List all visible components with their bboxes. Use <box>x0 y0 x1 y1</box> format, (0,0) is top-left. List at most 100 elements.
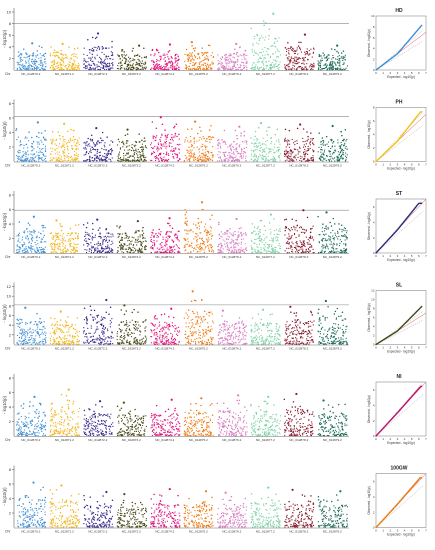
snp-point <box>31 160 33 162</box>
snp-point <box>288 233 290 235</box>
snp-point <box>61 145 63 148</box>
snp-point <box>260 249 262 251</box>
snp-point <box>198 148 200 150</box>
snp-point <box>172 68 174 70</box>
snp-point <box>345 140 347 142</box>
snp-point <box>339 244 341 247</box>
snp-point <box>156 63 158 65</box>
snp-point <box>331 63 333 65</box>
snp-point <box>142 251 144 253</box>
snp-point <box>52 138 54 140</box>
snp-point <box>172 65 174 67</box>
snp-point <box>203 59 206 61</box>
snp-point <box>59 243 61 245</box>
snp-point <box>44 58 46 61</box>
snp-point <box>130 68 132 70</box>
snp-point <box>223 159 225 161</box>
snp-point <box>202 237 204 239</box>
snp-point <box>86 151 88 154</box>
snp-point <box>210 233 212 235</box>
snp-point <box>203 137 205 139</box>
snp-point <box>289 47 291 50</box>
snp-point <box>340 154 343 157</box>
snp-point <box>242 238 244 240</box>
snp-point <box>132 155 134 158</box>
snp-point <box>217 139 219 142</box>
snp-point <box>167 56 169 58</box>
snp-point <box>324 251 326 253</box>
snp-point <box>229 228 231 230</box>
snp-point <box>272 149 274 151</box>
snp-point <box>331 145 333 147</box>
snp-point <box>54 246 56 248</box>
snp-point <box>322 223 324 225</box>
snp-point <box>241 58 243 60</box>
snp-point <box>344 54 346 56</box>
snp-point <box>23 147 25 149</box>
snp-point <box>236 239 238 241</box>
snp-point <box>341 144 343 146</box>
snp-point <box>33 141 35 143</box>
snp-point <box>234 243 236 245</box>
snp-point <box>230 55 232 57</box>
snp-point <box>124 68 126 70</box>
snp-point <box>106 58 108 60</box>
snp-point <box>175 233 177 235</box>
snp-point <box>101 247 103 249</box>
snp-point <box>57 67 59 69</box>
snp-point <box>76 47 79 49</box>
y-axis-label: - log10(p) <box>2 121 7 140</box>
snp-point <box>295 227 297 229</box>
snp-point <box>272 240 274 242</box>
snp-point <box>42 159 44 162</box>
qq-y-tick-label: 8 <box>373 106 375 110</box>
snp-point <box>207 150 209 152</box>
snp-point <box>167 51 170 53</box>
snp-point <box>177 247 179 249</box>
snp-point <box>89 159 91 161</box>
snp-point <box>134 146 136 148</box>
snp-point <box>174 55 176 57</box>
qq-x-tick-label: 2 <box>389 71 391 75</box>
snp-point <box>72 232 74 234</box>
snp-point <box>132 59 134 62</box>
snp-point <box>204 160 207 162</box>
snp-point <box>100 251 102 254</box>
snp-point <box>194 247 196 249</box>
snp-point <box>96 47 99 49</box>
chromosome-5-points <box>150 43 180 71</box>
snp-point <box>238 235 240 237</box>
snp-point <box>118 245 121 247</box>
snp-point <box>184 213 187 216</box>
y-tick-label: 6 <box>9 116 12 121</box>
snp-point <box>265 144 267 146</box>
snp-point <box>141 155 143 157</box>
snp-point <box>60 146 62 148</box>
snp-point <box>289 230 291 232</box>
snp-point <box>340 56 342 58</box>
snp-point <box>28 69 30 71</box>
snp-point <box>330 140 333 142</box>
snp-point <box>339 239 341 241</box>
snp-point <box>328 238 330 240</box>
snp-point <box>109 159 111 161</box>
snp-point <box>241 55 243 57</box>
snp-point <box>111 150 114 152</box>
snp-point <box>62 57 64 60</box>
snp-point <box>190 251 192 253</box>
chromosome-4-points <box>116 220 147 254</box>
snp-point <box>289 238 291 240</box>
snp-point <box>234 129 237 132</box>
snp-point <box>124 149 126 151</box>
snp-point <box>206 137 208 140</box>
snp-point <box>34 230 36 232</box>
snp-point <box>284 66 286 68</box>
snp-point <box>34 58 36 60</box>
snp-point <box>122 159 124 161</box>
snp-point <box>42 136 45 138</box>
snp-point <box>189 155 191 157</box>
snp-point <box>72 248 74 250</box>
snp-point <box>83 60 85 62</box>
snp-point <box>183 247 185 249</box>
snp-point <box>21 144 23 146</box>
